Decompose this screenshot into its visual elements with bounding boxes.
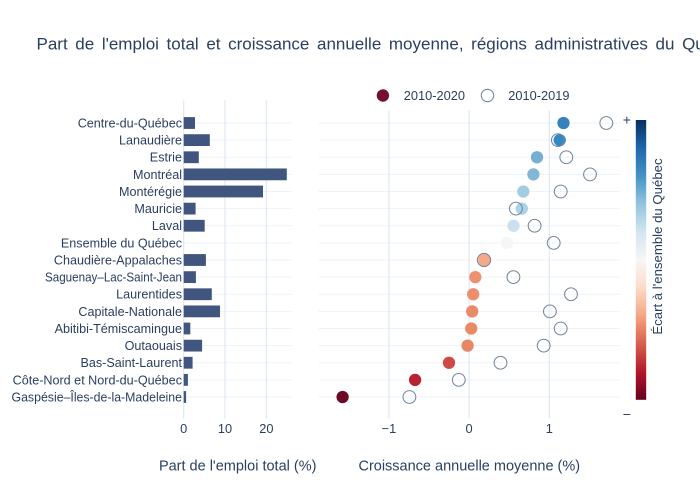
svg-text:Lanaudière: Lanaudière	[119, 134, 182, 148]
svg-text:Laurentides: Laurentides	[116, 288, 182, 302]
svg-text:Chaudière-Appalaches: Chaudière-Appalaches	[54, 253, 182, 267]
svg-text:Écart à l'ensemble du Québec: Écart à l'ensemble du Québec	[650, 158, 665, 335]
svg-text:Part de l'emploi total (%): Part de l'emploi total (%)	[159, 459, 317, 475]
svg-text:Saguenay–Lac-Saint-Jean: Saguenay–Lac-Saint-Jean	[45, 271, 182, 285]
svg-text:Capitale-Nationale: Capitale-Nationale	[78, 305, 182, 319]
svg-text:Outaouais: Outaouais	[125, 339, 182, 353]
svg-text:Part de l'emploi total et croi: Part de l'emploi total et croissance ann…	[37, 35, 700, 54]
svg-text:Abitibi-Témiscamingue: Abitibi-Témiscamingue	[55, 322, 182, 336]
svg-text:Mauricie: Mauricie	[134, 202, 182, 216]
svg-text:0: 0	[180, 421, 187, 436]
svg-text:Gaspésie–Îles-de-la-Madeleine: Gaspésie–Îles-de-la-Madeleine	[12, 389, 183, 404]
svg-text:Bas-Saint-Laurent: Bas-Saint-Laurent	[80, 356, 182, 370]
svg-text:2010-2019: 2010-2019	[508, 88, 569, 103]
svg-text:Estrie: Estrie	[150, 151, 182, 165]
svg-text:20: 20	[259, 421, 273, 436]
svg-text:−1: −1	[382, 421, 397, 436]
svg-text:Côte-Nord et Nord-du-Québec: Côte-Nord et Nord-du-Québec	[13, 373, 182, 387]
svg-text:1: 1	[546, 421, 553, 436]
svg-text:Ensemble du Québec: Ensemble du Québec	[61, 236, 182, 250]
svg-text:Montérégie: Montérégie	[119, 185, 182, 199]
svg-text:Croissance annuelle moyenne (%: Croissance annuelle moyenne (%)	[358, 459, 580, 475]
svg-text:Montréal: Montréal	[133, 168, 182, 182]
svg-text:Laval: Laval	[152, 219, 182, 233]
svg-text:Centre-du-Québec: Centre-du-Québec	[78, 116, 182, 130]
svg-text:2010-2020: 2010-2020	[404, 88, 465, 103]
svg-text:−: −	[623, 406, 631, 422]
svg-text:+: +	[623, 111, 631, 127]
svg-text:10: 10	[218, 421, 232, 436]
svg-text:0: 0	[466, 421, 473, 436]
